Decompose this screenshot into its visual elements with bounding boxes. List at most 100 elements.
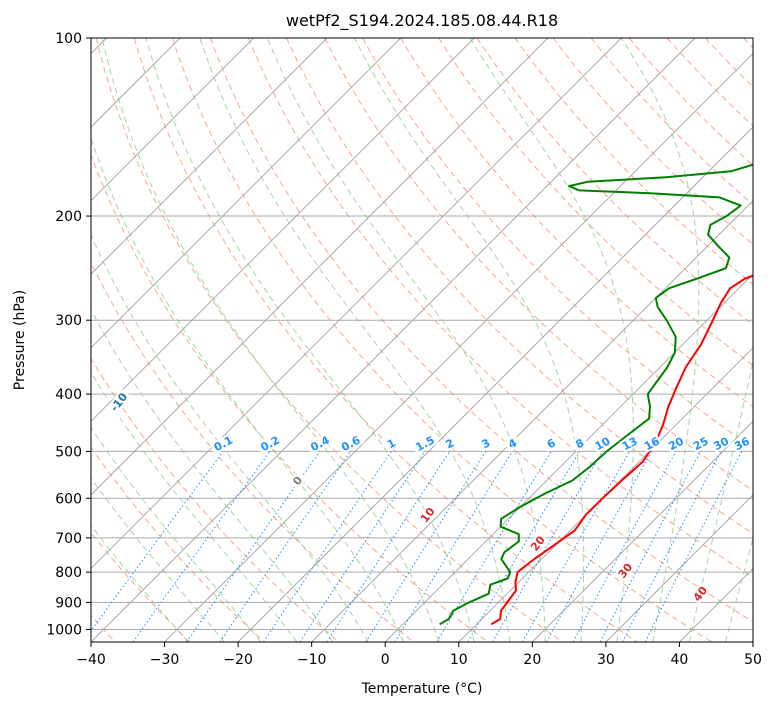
moist-adiabat-line bbox=[91, 426, 262, 642]
y-axis: 100 200 300 400 500 600 700 800 900 1000 bbox=[46, 31, 91, 638]
mixing-ratio-label-bg bbox=[731, 433, 753, 453]
dry-adiabat-line bbox=[209, 38, 753, 623]
moist-adiabat-line bbox=[101, 38, 440, 642]
mixing-ratio-label-bg bbox=[411, 432, 439, 455]
moist-adiabat-label-bg bbox=[689, 582, 711, 605]
x-tick-label: 20 bbox=[523, 652, 541, 668]
y-axis-title: Pressure (hPa) bbox=[12, 290, 28, 390]
moist-adiabat-line bbox=[725, 536, 753, 642]
mixing-ratio-label: 25 bbox=[691, 435, 711, 454]
mixing-ratio-label-bg bbox=[591, 433, 614, 453]
x-tick-label: −10 bbox=[297, 652, 327, 668]
mixing-ratio-label-bg bbox=[382, 434, 401, 453]
mixing-ratio-label-bg bbox=[689, 433, 712, 453]
dry-adiabat-line bbox=[133, 38, 638, 642]
dry-adiabat-line bbox=[91, 357, 340, 642]
y-tick-label: 100 bbox=[55, 31, 82, 47]
y-tick-label: 300 bbox=[55, 313, 82, 329]
temperature-line bbox=[490, 274, 753, 626]
mixing-ratio-line bbox=[299, 451, 426, 642]
isotherm-line bbox=[91, 38, 475, 423]
isotherm-line bbox=[91, 38, 549, 496]
isotherm-line bbox=[91, 38, 328, 275]
moist-adiabat-label-bg bbox=[288, 471, 307, 490]
moist-adiabat-line bbox=[91, 477, 225, 642]
moist-adiabat-line bbox=[354, 38, 585, 642]
dry-adiabat-line bbox=[590, 38, 753, 206]
dry-adiabat-line bbox=[286, 38, 753, 535]
x-tick-label: −40 bbox=[76, 652, 106, 668]
dry-adiabat-line bbox=[247, 38, 753, 578]
mixing-ratio-line bbox=[394, 451, 513, 642]
isotherm-line bbox=[531, 420, 753, 642]
mixing-ratio-label: 10 bbox=[593, 434, 613, 453]
dry-adiabat-line bbox=[400, 38, 753, 408]
x-tick-label: 0 bbox=[381, 652, 390, 668]
moist-adiabat-line bbox=[266, 38, 546, 642]
mixing-ratio-line bbox=[572, 451, 677, 642]
mixing-ratio-label-bg bbox=[336, 432, 365, 455]
mixing-ratio-label-bg bbox=[306, 432, 334, 455]
isotherm-line bbox=[605, 494, 753, 642]
isotherm-line bbox=[237, 126, 753, 642]
x-tick-label: 30 bbox=[597, 652, 615, 668]
isotherm-line bbox=[91, 38, 696, 642]
mixing-ratio-line bbox=[219, 451, 352, 642]
moist-adiabat-line bbox=[145, 38, 475, 642]
dry-adiabat-line bbox=[91, 153, 489, 642]
moist-adiabat-label-bg bbox=[527, 532, 548, 555]
dry-adiabat-line bbox=[438, 38, 753, 366]
mixing-ratio-line bbox=[263, 451, 392, 642]
moist-adiabat-label-bg bbox=[614, 559, 636, 582]
y-tick-label: 800 bbox=[55, 565, 82, 581]
mixing-ratio-label-bg bbox=[209, 432, 238, 455]
line-labels: -100.1 0.2 0.4 0.6 1 1.5 2 3 4 6 8 10 13 16 20 25 30 3601… bbox=[106, 388, 753, 605]
mixing-ratio-label: 36 bbox=[732, 434, 752, 453]
mixing-ratio-line bbox=[326, 451, 451, 642]
dry-adiabat-line bbox=[324, 38, 753, 492]
y-tick-label: 500 bbox=[55, 444, 82, 460]
x-tick-label: 40 bbox=[671, 652, 689, 668]
moist-adiabat-line bbox=[91, 233, 369, 642]
y-tick-label: 900 bbox=[55, 595, 82, 611]
mixing-ratio-label-bg bbox=[665, 433, 687, 453]
mixing-ratio-label-bg bbox=[570, 434, 589, 453]
moist-adiabat-line bbox=[199, 38, 511, 642]
mixing-ratio-line bbox=[644, 451, 743, 642]
isotherm-line bbox=[164, 52, 753, 642]
mixing-ratio-label-bg bbox=[256, 432, 284, 455]
moist-adiabat-line bbox=[620, 38, 700, 642]
isotherm-line bbox=[91, 38, 402, 349]
y-tick-label: 200 bbox=[55, 209, 82, 225]
mixing-ratio-label-bg bbox=[640, 433, 663, 453]
mixing-ratio-label-bg bbox=[618, 433, 641, 453]
mixing-ratio-label-bg bbox=[476, 434, 495, 453]
mixing-ratio-label: 13 bbox=[620, 435, 640, 454]
mixing-ratio-label: 30 bbox=[711, 434, 731, 453]
isotherm-line bbox=[91, 38, 255, 202]
x-axis-title: Temperature (°C) bbox=[361, 681, 483, 697]
mixing-ratio-line bbox=[132, 451, 271, 642]
dry-adiabat-line bbox=[95, 38, 563, 642]
mixing-ratio-label: 20 bbox=[666, 434, 686, 453]
moist-adiabat-line bbox=[91, 524, 189, 642]
mixing-ratio-line bbox=[186, 451, 321, 642]
x-tick-label: −30 bbox=[150, 652, 180, 668]
dewpoint-line bbox=[439, 163, 753, 626]
moist-adiabat-line bbox=[91, 371, 298, 642]
moist-adiabat-label-bg bbox=[417, 504, 438, 526]
mixing-ratio-label-bg bbox=[503, 434, 522, 453]
profile-series bbox=[439, 163, 753, 626]
x-axis: −40 −30 −20 −10 0 10 20 30 40 50 bbox=[76, 642, 762, 668]
plot-frame bbox=[90, 37, 754, 643]
mixing-ratio-line bbox=[546, 451, 653, 642]
mixing-ratio-label: 16 bbox=[642, 434, 662, 453]
background-lines bbox=[91, 38, 753, 642]
isotherm-line bbox=[91, 38, 622, 570]
chart-title: wetPf2_S194.2024.185.08.44.R18 bbox=[286, 11, 558, 31]
moist-adiabat-line bbox=[91, 136, 405, 642]
x-tick-label: 10 bbox=[450, 652, 468, 668]
x-tick-label: 50 bbox=[744, 652, 762, 668]
dry-adiabat-line bbox=[91, 261, 414, 642]
